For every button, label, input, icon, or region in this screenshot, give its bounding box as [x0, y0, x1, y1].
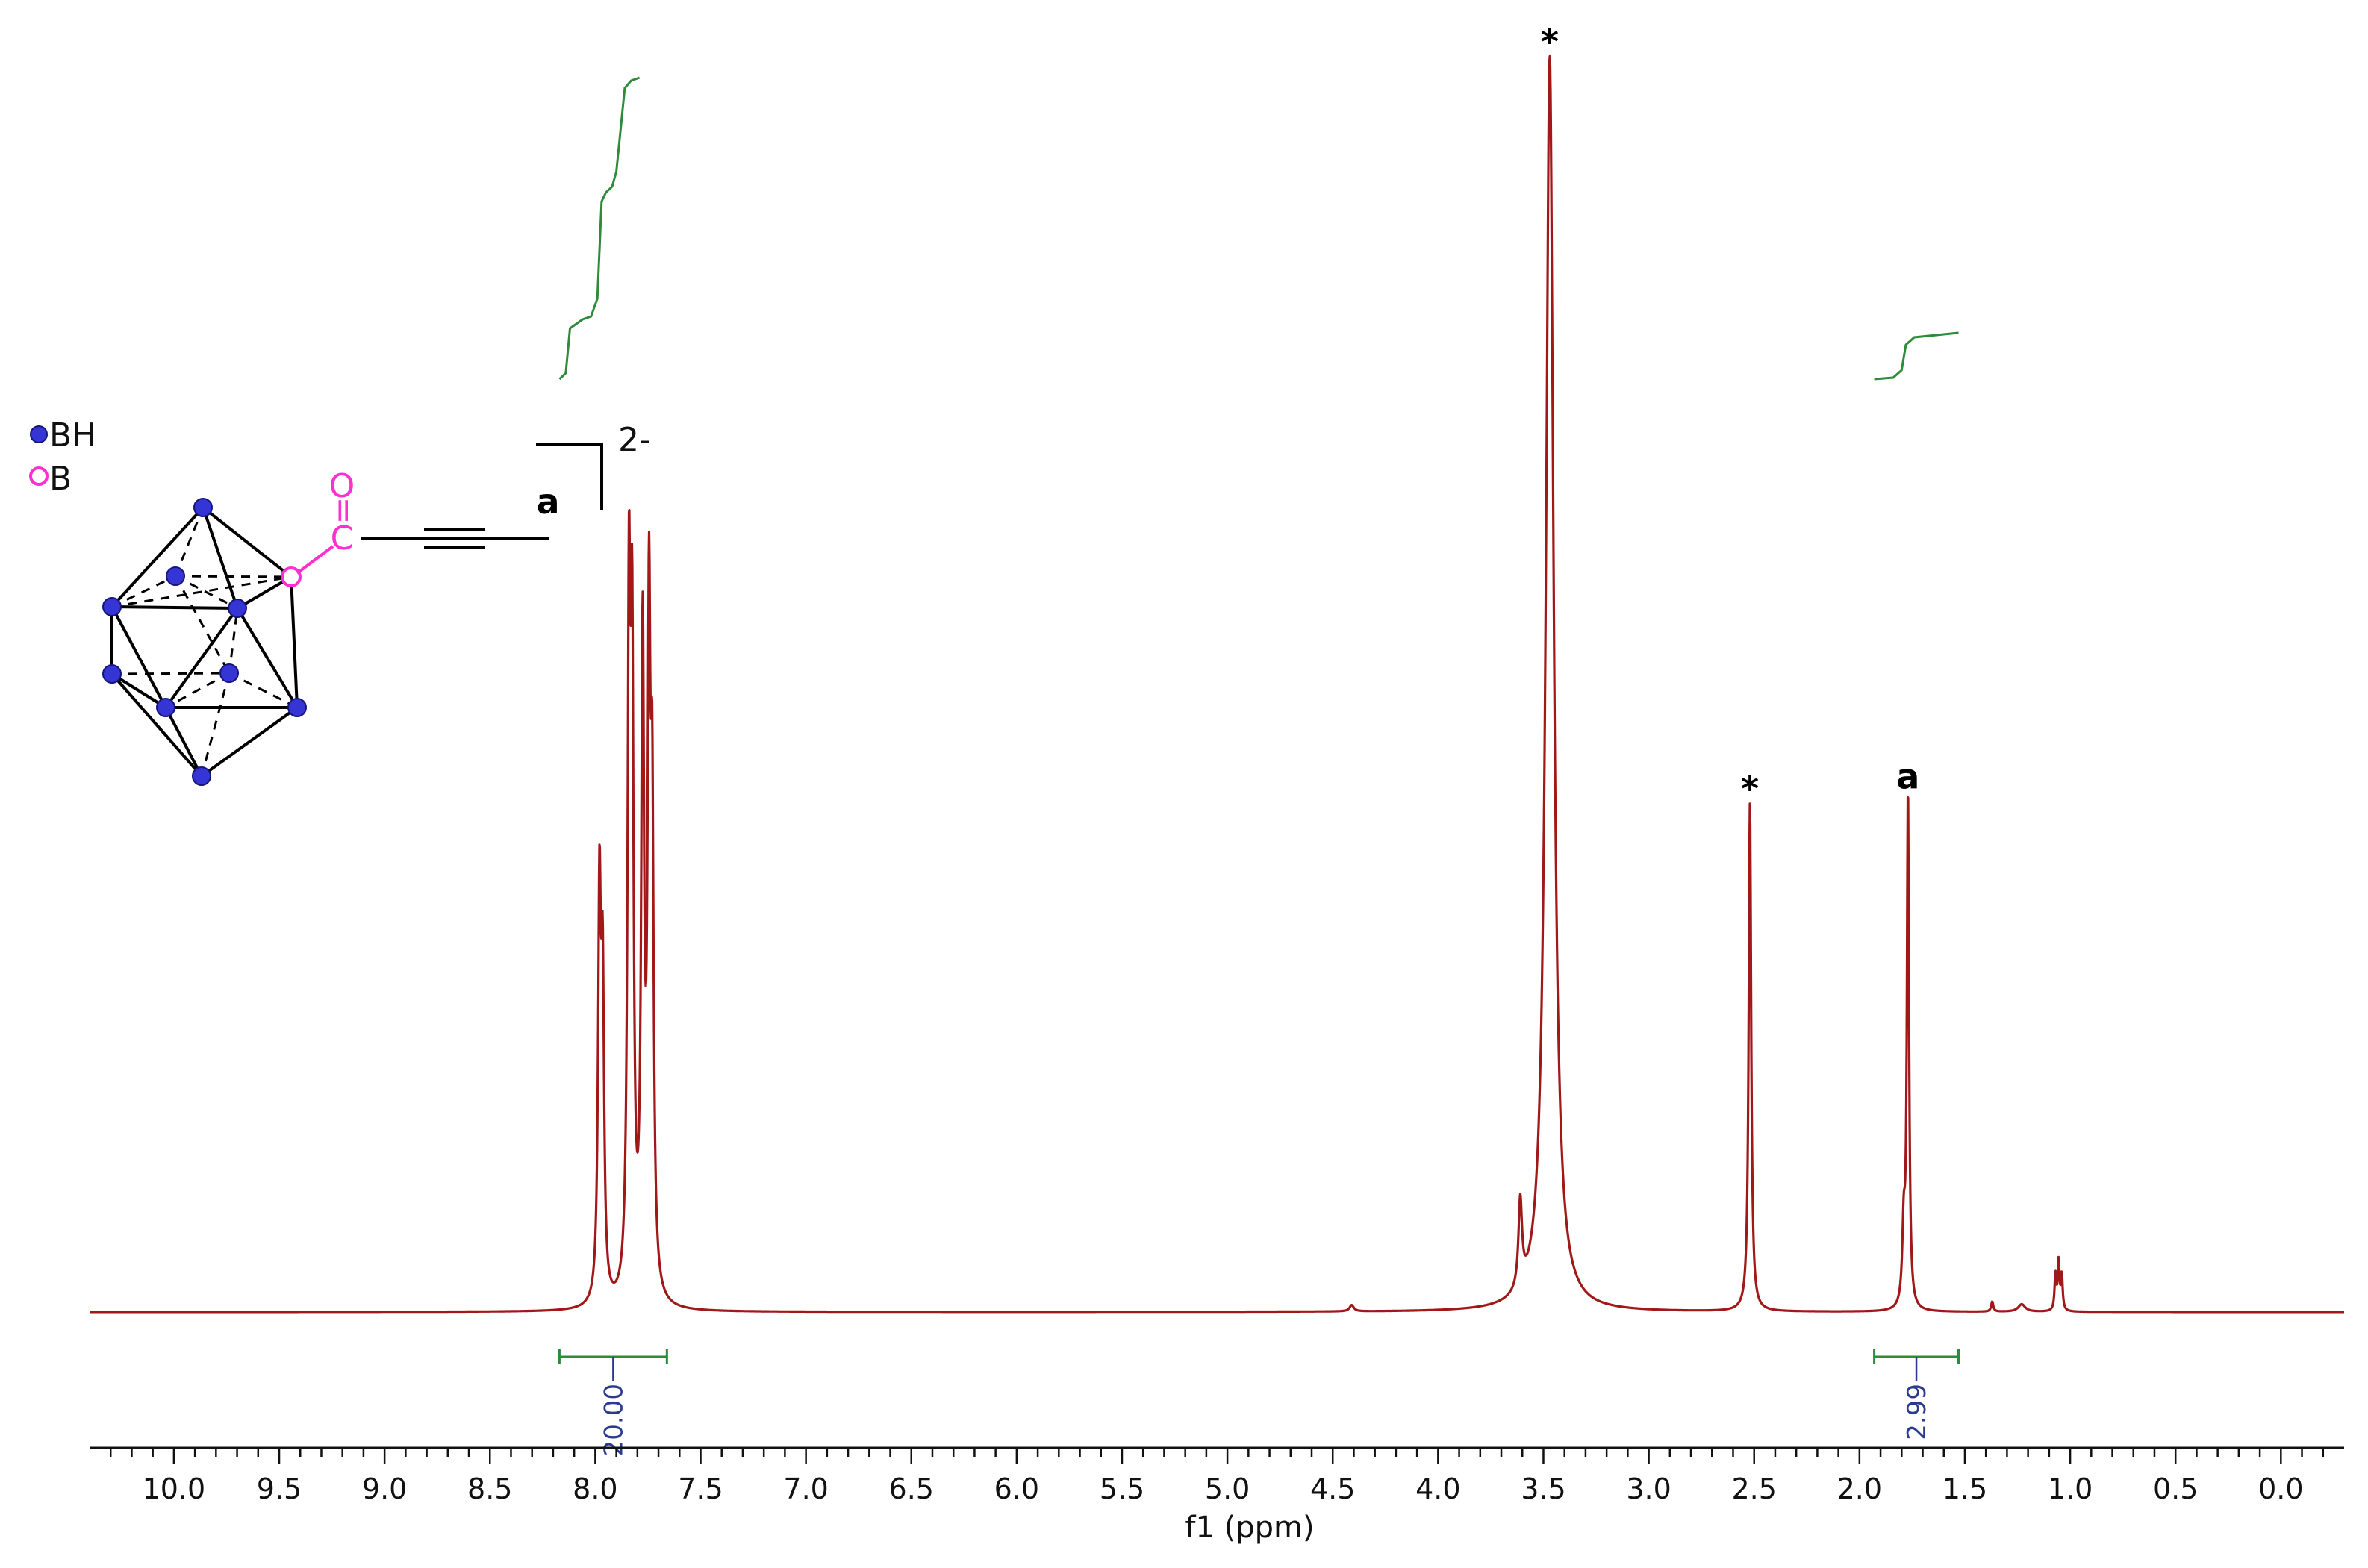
solvent-peak-marker: * — [1541, 22, 1559, 62]
x-tick-label: 5.0 — [1205, 1472, 1250, 1505]
x-tick-label: 3.0 — [1626, 1472, 1671, 1505]
integral-curve — [1874, 331, 1959, 381]
x-tick-label: 4.0 — [1415, 1472, 1460, 1505]
bh-atom-front-upper — [228, 599, 247, 618]
x-tick-label: 2.5 — [1732, 1472, 1777, 1505]
integral-value: 2.99 — [1902, 1384, 1932, 1440]
x-axis-title: f1 (ppm) — [1185, 1511, 1314, 1545]
x-tick-label: 8.0 — [573, 1472, 617, 1505]
bh-atom-bottom — [192, 766, 211, 786]
x-axis-ticks: 10.0 9.5 9.0 8.5 8.0 7.5 7.0 6.5 6.0 5.5 5.0 4.5 4.0… — [109, 1448, 2325, 1505]
carbonyl-double-bond: = — [325, 497, 363, 525]
x-tick-label: 1.5 — [1942, 1472, 1987, 1505]
carbonyl-oxygen: O — [329, 467, 355, 505]
charge-bracket — [536, 443, 603, 510]
methyl-label-a: a — [536, 481, 559, 522]
legend: BH B — [29, 416, 96, 498]
x-tick-label: 7.5 — [678, 1472, 723, 1505]
x-tick-label: 6.5 — [889, 1472, 934, 1505]
bh-atom-front-lower — [156, 698, 175, 717]
b-c-bond — [296, 545, 334, 575]
x-tick-label: 0.0 — [2258, 1472, 2303, 1505]
b-atom-substituted — [281, 566, 302, 587]
structure-inset: BH B — [29, 416, 651, 786]
bh-atom-left-upper — [102, 597, 122, 616]
x-tick-label: 9.0 — [362, 1472, 407, 1505]
peak-assignment-label: a — [1896, 756, 1919, 796]
x-tick-label: 7.0 — [783, 1472, 828, 1505]
legend-b-marker — [29, 466, 49, 486]
legend-bh-label: BH — [49, 416, 96, 455]
bh-atom-right-lower — [287, 698, 307, 717]
legend-bh-marker — [30, 425, 48, 443]
integrals-layer: 20.00 2.99 — [558, 76, 1960, 1456]
spectrum-trace — [88, 54, 2346, 1314]
cage-atoms — [102, 498, 307, 786]
x-tick-label: 10.0 — [143, 1472, 206, 1505]
charge-label: 2- — [618, 421, 651, 459]
x-tick-label: 1.0 — [2048, 1472, 2093, 1505]
solvent-peak-marker: * — [1741, 769, 1759, 809]
x-tick-label: 4.5 — [1310, 1472, 1355, 1505]
x-axis: 10.0 9.5 9.0 8.5 8.0 7.5 7.0 6.5 6.0 5.5 5.0 4.5 4.0… — [90, 1446, 2344, 1545]
legend-item-bh: BH — [30, 416, 96, 455]
peak-annotations: * * a — [1541, 22, 1919, 809]
legend-item-b: B — [29, 460, 72, 498]
x-tick-label: 5.5 — [1100, 1472, 1144, 1505]
legend-b-label: B — [49, 460, 72, 498]
bh-atom-top — [193, 498, 213, 517]
integral-curve — [558, 76, 641, 381]
carbonyl-carbon: C — [331, 519, 354, 557]
integral-value: 20.00 — [599, 1384, 629, 1456]
bh-atom-left-lower — [102, 664, 122, 684]
x-tick-label: 2.0 — [1837, 1472, 1882, 1505]
triple-bond — [424, 528, 485, 549]
icosahedral-cage — [110, 506, 299, 778]
x-tick-label: 0.5 — [2153, 1472, 2198, 1505]
x-tick-label: 6.0 — [994, 1472, 1039, 1505]
x-tick-label: 8.5 — [467, 1472, 512, 1505]
bh-atom-back-lower — [219, 663, 239, 683]
bh-atom-back-upper — [166, 566, 185, 586]
x-tick-label: 3.5 — [1521, 1472, 1565, 1505]
x-tick-label: 9.5 — [257, 1472, 302, 1505]
